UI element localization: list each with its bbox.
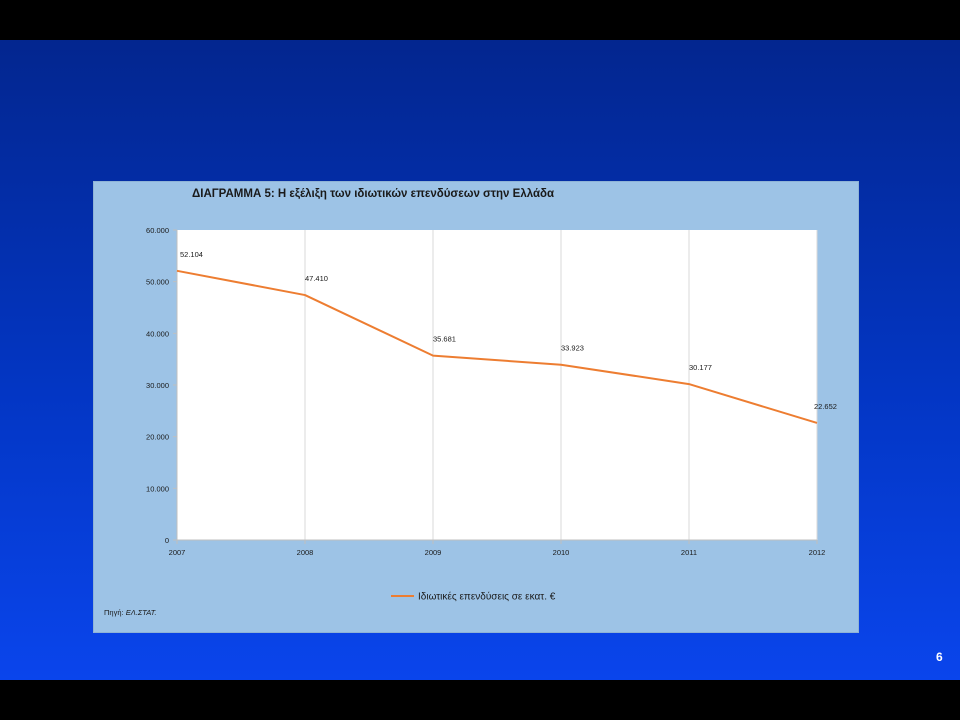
data-label: 22.652	[814, 402, 837, 411]
y-tick-label: 20.000	[146, 433, 169, 442]
y-tick-label: 60.000	[146, 226, 169, 235]
data-label: 52.104	[180, 250, 203, 259]
y-tick-label: 10.000	[146, 484, 169, 493]
data-label: 47.410	[305, 274, 328, 283]
plot-area	[177, 230, 817, 540]
series-group	[176, 269, 818, 424]
data-label: 35.681	[433, 335, 456, 344]
x-tick-label: 2011	[681, 548, 697, 557]
top-black-bar	[0, 0, 960, 40]
data-label: 33.923	[561, 344, 584, 353]
source-prefix: Πηγή:	[104, 608, 126, 617]
data-label: 30.177	[689, 363, 712, 372]
legend-label: Ιδιωτικές επενδύσεις σε εκατ. €	[418, 591, 556, 603]
y-tick-label: 0	[165, 536, 169, 545]
chart-title: ΔΙΑΓΡΑΜΜΑ 5: Η εξέλιξη των ιδιωτικών επε…	[192, 188, 554, 200]
x-tick-label: 2009	[425, 548, 442, 557]
y-tick-label: 50.000	[146, 278, 169, 287]
slide-page-number: 6	[936, 650, 943, 664]
x-tick-label: 2012	[809, 548, 826, 557]
source-note: Πηγή: ΕΛ.ΣΤΑΤ.	[104, 608, 157, 617]
x-axis: 2007 2008 2009 2010 2011 2012	[169, 539, 826, 557]
x-tick-label: 2008	[297, 548, 314, 557]
bottom-black-bar	[0, 680, 960, 720]
data-labels: 52.104 47.410 35.681 33.923 30.177 22.652	[180, 250, 837, 411]
y-tick-label: 40.000	[146, 329, 169, 338]
source-name: ΕΛ.ΣΤΑΤ.	[126, 608, 157, 617]
y-axis: 0 10.000 20.000 30.000 40.000 50.000 60.000	[146, 226, 178, 545]
series-line	[176, 269, 818, 424]
legend: Ιδιωτικές επενδύσεις σε εκατ. €	[391, 591, 556, 603]
y-tick-label: 30.000	[146, 381, 169, 390]
x-tick-label: 2010	[553, 548, 570, 557]
x-tick-label: 2007	[169, 548, 186, 557]
